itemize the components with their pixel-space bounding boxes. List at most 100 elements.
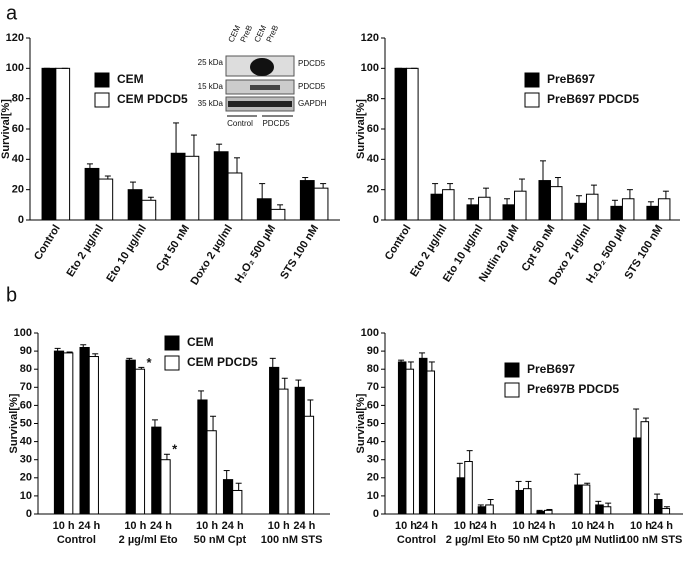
y-tick-label: 20 [12, 184, 24, 196]
bar [466, 204, 480, 221]
y-tick-label: 70 [20, 381, 32, 393]
bar [84, 167, 100, 221]
bar [621, 198, 635, 221]
legend-label: PreB697 PDCD5 [547, 92, 639, 106]
y-tick-label: 60 [20, 399, 32, 411]
bar [632, 437, 642, 515]
legend-swatch [94, 72, 110, 88]
y-axis-label: Survival[%] [355, 99, 367, 159]
y-tick-label: 60 [367, 123, 379, 135]
bar [197, 399, 208, 515]
y-tick-label: 70 [367, 381, 379, 393]
bar [581, 484, 591, 515]
legend-swatch [524, 72, 540, 88]
bar [514, 190, 527, 221]
legend-label: CEM PDCD5 [117, 92, 188, 106]
legend-label: PreB697 [547, 72, 595, 86]
protein-label: PDCD5 [298, 82, 326, 91]
y-tick-label: 100 [14, 327, 32, 339]
bar [430, 193, 444, 221]
y-tick-label: 80 [12, 93, 24, 105]
bar [269, 366, 280, 515]
bar [406, 67, 419, 221]
bar [405, 368, 415, 515]
bar [160, 459, 171, 515]
bar [549, 186, 563, 221]
bar [232, 489, 243, 515]
y-tick-label: 100 [361, 62, 379, 74]
bar [299, 180, 315, 221]
y-axis-label: Survival[%] [8, 393, 20, 453]
bar [213, 151, 229, 221]
x-tick-label: 24 h [592, 520, 614, 532]
legend-swatch [524, 92, 540, 108]
y-tick-label: 60 [12, 123, 24, 135]
lane-label: PreB [265, 24, 281, 44]
bar [653, 499, 663, 515]
y-tick-label: 20 [367, 472, 379, 484]
legend-label: Pre697B PDCD5 [527, 382, 619, 396]
legend-swatch [504, 362, 520, 378]
legend-swatch [94, 92, 110, 108]
bar [206, 430, 217, 515]
y-tick-label: 0 [26, 508, 32, 520]
legend-swatch [504, 382, 520, 398]
bar [442, 189, 455, 221]
bar [184, 155, 200, 221]
bar [303, 415, 315, 515]
y-tick-label: 50 [20, 417, 32, 429]
bar [477, 506, 487, 515]
significance-marker: * [172, 442, 178, 457]
blot-band [250, 58, 274, 76]
y-tick-label: 50 [367, 417, 379, 429]
bar [485, 504, 494, 515]
bar [610, 205, 623, 221]
x-tick-label: STS 100 nM [623, 223, 666, 282]
size-label: 15 kDa [198, 82, 224, 91]
bar [523, 488, 532, 515]
legend-label: CEM [117, 72, 144, 86]
bar [256, 198, 272, 221]
x-tick-label: 24 h [222, 520, 244, 532]
y-tick-label: 120 [6, 32, 24, 44]
bar [170, 152, 186, 221]
bar [294, 386, 305, 515]
bar [585, 193, 599, 221]
x-tick-label: 10 h [124, 520, 146, 532]
x-tick-label: 10 h [454, 520, 476, 532]
y-tick-label: 20 [367, 184, 379, 196]
bar [536, 510, 545, 515]
x-tick-label: 10 h [512, 520, 534, 532]
x-tick-label: 10 h [53, 520, 75, 532]
bar [595, 504, 604, 515]
bar [502, 204, 516, 221]
bar [574, 484, 583, 515]
protein-label: GAPDH [298, 99, 327, 108]
bar [602, 506, 612, 515]
x-tick-label: 10 h [196, 520, 218, 532]
bar [127, 189, 143, 221]
y-tick-label: 0 [373, 508, 379, 520]
bar [53, 350, 65, 515]
x-tick-label: 10 h [395, 520, 417, 532]
bar [426, 370, 436, 515]
x-tick-label: Cpt 50 nM [154, 223, 192, 274]
x-tick-label: Eto 10 µg/ml [104, 223, 149, 285]
bar [141, 199, 157, 221]
bar [134, 368, 146, 515]
bar [125, 359, 136, 515]
bar [640, 421, 650, 515]
bar [394, 67, 408, 221]
y-tick-label: 40 [367, 436, 379, 448]
lane-label: PreB [239, 24, 255, 44]
bar [222, 479, 234, 515]
y-tick-label: 80 [367, 363, 379, 375]
bar [478, 196, 491, 221]
y-tick-label: 10 [367, 490, 379, 502]
x-tick-label: 24 h [78, 520, 100, 532]
size-label: 25 kDa [198, 58, 224, 67]
bar [646, 205, 659, 221]
group-label: Control [57, 534, 96, 546]
bar [88, 356, 99, 515]
y-tick-label: 100 [6, 62, 24, 74]
